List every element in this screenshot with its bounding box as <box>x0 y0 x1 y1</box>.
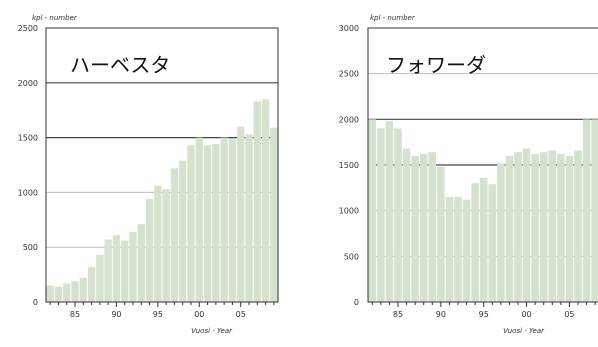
y-tick-label-0: 0 <box>33 298 38 307</box>
bar-2007 <box>253 101 261 302</box>
bar-2003 <box>548 150 557 302</box>
bar-2004 <box>557 154 565 302</box>
bar-1999 <box>514 152 522 302</box>
x-tick-label-1985: 85 <box>393 310 403 319</box>
bar-2000 <box>522 148 531 302</box>
x-tick-label-1995: 95 <box>153 310 163 319</box>
x-tick-label-2000: 00 <box>521 310 531 319</box>
bar-1992 <box>454 196 462 302</box>
bar-2001 <box>203 145 212 302</box>
chart-title: フォワーダ <box>386 53 486 77</box>
x-tick-label-1985: 85 <box>70 310 80 319</box>
bar-1983 <box>54 286 63 302</box>
plot-frame <box>45 27 279 303</box>
y-tick-label-2500: 2500 <box>339 70 359 79</box>
y-tick-label-500: 500 <box>344 252 359 261</box>
y-tick-label-2000: 2000 <box>339 115 359 124</box>
bar-1992 <box>129 231 137 302</box>
bar-1993 <box>137 224 145 302</box>
bar-1990 <box>112 235 121 302</box>
bars <box>368 119 598 302</box>
x-tick-label-2000: 00 <box>194 310 204 319</box>
bar-1987 <box>87 266 96 302</box>
bar-2000 <box>195 137 203 302</box>
x-tick-label-2005: 05 <box>236 310 246 319</box>
bar-1982 <box>368 119 377 302</box>
bar-1985 <box>71 281 79 302</box>
bar-1985 <box>394 128 402 302</box>
y-tick-label-500: 500 <box>23 243 38 252</box>
x-tick-label-1990: 90 <box>111 310 121 319</box>
y-tick-label-1000: 1000 <box>18 188 38 197</box>
y-tick-label-3000: 3000 <box>339 24 359 33</box>
x-axis-label: Vuosi - Year <box>503 327 545 335</box>
bar-1989 <box>104 239 112 302</box>
bar-1987 <box>411 155 419 302</box>
bar-2006 <box>245 134 253 302</box>
x-tick-label-1995: 95 <box>479 310 489 319</box>
y-tick-label-1500: 1500 <box>18 134 38 143</box>
bar-1996 <box>488 184 497 302</box>
bar-1991 <box>445 196 454 302</box>
harvester-chart: 0 500 1000 1500 2000 2500 85 90 95 00 05 kpl - numb… <box>18 14 279 335</box>
bar-2001 <box>531 154 539 302</box>
y-tick-label-0: 0 <box>354 298 359 307</box>
bar-1982 <box>46 285 54 302</box>
bar-1995 <box>479 177 488 302</box>
bar-1997 <box>497 163 505 302</box>
bar-1993 <box>462 199 471 302</box>
bar-2005 <box>237 126 245 302</box>
y-axis-label: kpl - number <box>32 14 78 22</box>
bar-1984 <box>385 121 394 302</box>
bar-1988 <box>96 254 104 302</box>
bar-2006 <box>574 150 582 302</box>
y-tick-label-2500: 2500 <box>18 24 38 33</box>
bar-1994 <box>145 198 154 302</box>
bar-2008 <box>261 99 270 302</box>
x-tick-label-1990: 90 <box>436 310 446 319</box>
x-tick-label-2005: 05 <box>564 310 574 319</box>
bar-1999 <box>187 145 195 302</box>
bar-2005 <box>565 155 574 302</box>
bars <box>46 99 278 302</box>
bar-2009 <box>270 127 278 302</box>
x-axis-label: Vuosi - Year <box>191 327 233 335</box>
bar-1986 <box>79 277 87 302</box>
chart-title: ハーベスタ <box>70 53 170 77</box>
bar-1990 <box>437 166 445 302</box>
bar-1994 <box>471 183 479 302</box>
bar-1996 <box>162 189 170 302</box>
bar-1997 <box>170 168 179 302</box>
bar-1986 <box>402 148 411 302</box>
bar-2003 <box>220 137 228 302</box>
bar-2004 <box>228 138 237 302</box>
plot-frame <box>367 27 598 303</box>
bar-1998 <box>179 160 187 302</box>
bar-1995 <box>154 185 162 302</box>
forwarder-chart: 0 500 1000 1500 2000 2500 3000 85 90 95 00 05 kpl - … <box>339 14 598 335</box>
bar-2002 <box>539 152 548 302</box>
bar-1984 <box>63 283 71 302</box>
y-tick-label-1000: 1000 <box>339 207 359 216</box>
y-tick-label-1500: 1500 <box>339 161 359 170</box>
bar-1998 <box>505 155 514 302</box>
bar-1991 <box>121 240 129 302</box>
bar-1983 <box>377 128 385 302</box>
bar-2008 <box>591 119 598 302</box>
y-tick-label-2000: 2000 <box>18 79 38 88</box>
bar-1988 <box>419 154 428 302</box>
y-axis-label: kpl - number <box>370 14 416 22</box>
bar-2002 <box>212 144 220 302</box>
bar-1989 <box>428 152 437 302</box>
bar-2007 <box>582 119 591 302</box>
